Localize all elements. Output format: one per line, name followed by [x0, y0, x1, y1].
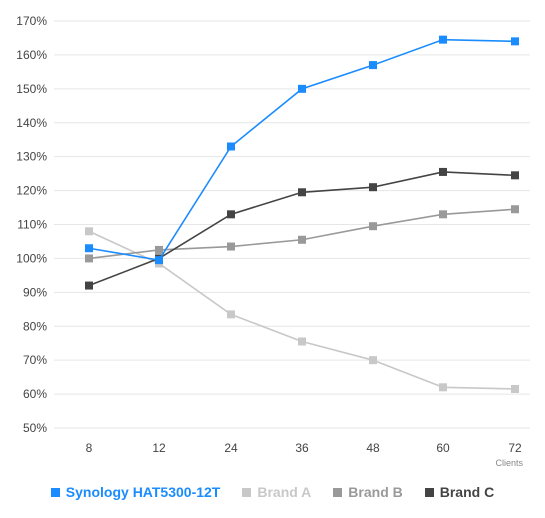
- series-point-0: [511, 37, 519, 46]
- legend-swatch-series-2: [333, 487, 343, 497]
- series-point-1: [298, 337, 306, 346]
- legend-item-series-0: Synology HAT5300-12T: [50, 484, 221, 500]
- series-line-1: [88, 230, 516, 390]
- series-point-3: [227, 210, 235, 219]
- series-point-3: [439, 167, 447, 176]
- legend-label-series-2: Brand B: [348, 484, 403, 500]
- series-point-3: [85, 281, 93, 290]
- y-tick-label: 160%: [16, 48, 47, 62]
- series-point-1: [439, 383, 447, 392]
- series-point-1: [227, 310, 235, 319]
- legend-item-series-3: Brand C: [424, 484, 495, 500]
- legend-swatch-series-3: [424, 487, 434, 497]
- series-point-2: [439, 210, 447, 219]
- series-point-0: [155, 256, 163, 265]
- x-tick-label: 60: [436, 441, 450, 455]
- series-line-2: [88, 208, 516, 260]
- series-line-0: [88, 38, 516, 261]
- y-tick-label: 90%: [23, 285, 47, 299]
- legend-label-series-0: Synology HAT5300-12T: [65, 484, 221, 500]
- y-tick-label: 60%: [23, 387, 47, 401]
- y-tick-label: 120%: [16, 184, 47, 198]
- y-tick-label: 100%: [16, 251, 47, 265]
- y-tick-label: 130%: [16, 150, 47, 164]
- y-tick-label: 150%: [16, 82, 47, 96]
- legend-label-series-1: Brand A: [257, 484, 312, 500]
- series-point-0: [439, 35, 447, 44]
- x-tick-label: 36: [295, 441, 309, 455]
- legend-item-series-2: Brand B: [333, 484, 403, 500]
- x-axis-label: Clients: [495, 458, 523, 468]
- series-point-1: [511, 384, 519, 393]
- y-tick-label: 170%: [16, 14, 47, 28]
- legend-label-series-3: Brand C: [439, 484, 495, 500]
- series-point-2: [298, 235, 306, 244]
- y-tick-label: 110%: [17, 218, 47, 232]
- series-point-1: [85, 227, 93, 236]
- y-tick-label: 140%: [16, 116, 47, 130]
- series-point-3: [369, 183, 377, 192]
- x-tick-label: 8: [86, 441, 93, 455]
- y-tick-label: 50%: [23, 421, 47, 435]
- x-tick-label: 12: [152, 441, 166, 455]
- y-tick-label: 80%: [23, 319, 47, 333]
- series-point-0: [85, 244, 93, 253]
- series-point-2: [511, 205, 519, 214]
- series-point-1: [369, 356, 377, 365]
- series-point-2: [85, 254, 93, 263]
- legend-swatch-series-1: [242, 487, 252, 497]
- x-tick-label: 72: [508, 441, 522, 455]
- x-tick-label: 24: [224, 441, 238, 455]
- chart-legend: Synology HAT5300-12T Brand A Brand B Bra…: [0, 484, 545, 500]
- x-tick-label: 48: [366, 441, 380, 455]
- y-tick-label: 70%: [23, 353, 47, 367]
- series-point-0: [369, 61, 377, 70]
- series-point-2: [369, 222, 377, 231]
- series-point-2: [227, 242, 235, 251]
- series-point-0: [227, 142, 235, 151]
- series-point-0: [298, 84, 306, 93]
- series-point-2: [155, 245, 163, 254]
- series-point-3: [511, 171, 519, 180]
- chart-plot-area: 50% 60% 70% 80% 90% 100% 110% 120% 130% 140% 150% 1…: [16, 14, 530, 468]
- legend-swatch-series-0: [50, 487, 60, 497]
- legend-item-series-1: Brand A: [242, 484, 311, 500]
- series-point-3: [298, 188, 306, 197]
